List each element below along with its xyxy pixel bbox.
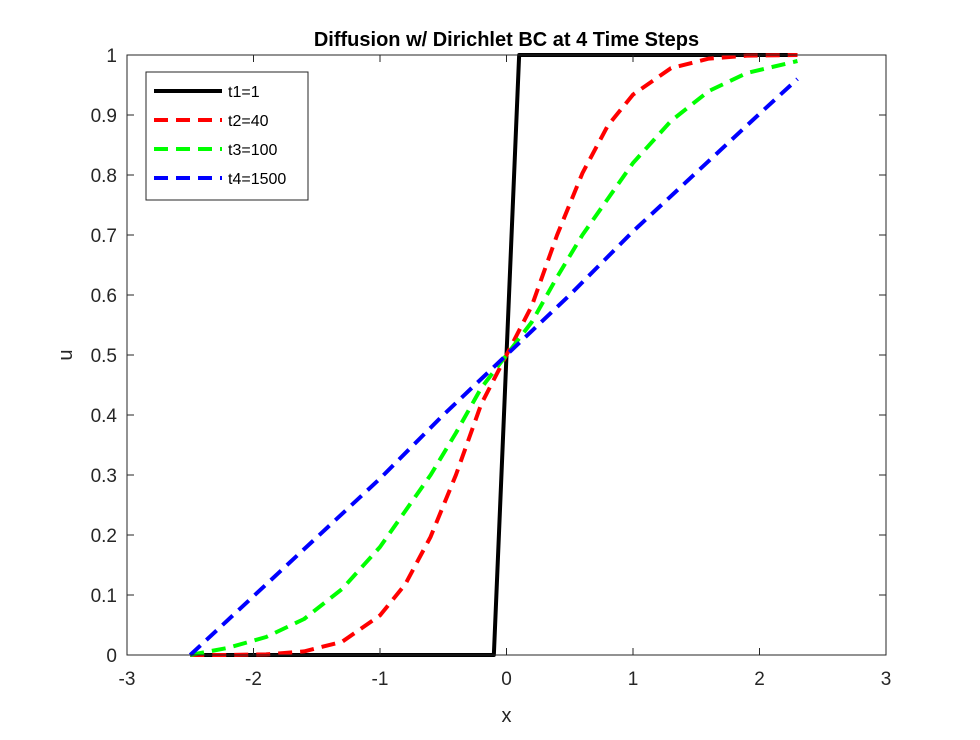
- y-tick-label: 0.6: [91, 286, 117, 307]
- series-line-t2-40: [190, 53, 798, 657]
- x-tick-label: 3: [881, 669, 892, 690]
- y-tick-label: 0.1: [91, 586, 117, 607]
- x-axis-label: x: [502, 705, 512, 727]
- y-tick-label: 0.5: [91, 346, 117, 367]
- series-line-t4-1500: [188, 77, 799, 657]
- y-tick-label: 0.2: [91, 526, 117, 547]
- legend-entry-label: t3=100: [228, 142, 277, 159]
- y-tick-label: 0.7: [91, 226, 117, 247]
- series-line-t3-100: [189, 59, 798, 657]
- y-tick-label: 1: [106, 46, 117, 67]
- y-axis-label: u: [55, 349, 77, 360]
- legend-entry-label: t2=40: [228, 113, 269, 130]
- y-tick-label: 0.8: [91, 166, 117, 187]
- legend: t1=1 t2=40 t3=100 t4=1500: [145, 71, 309, 201]
- x-tick-label: -2: [245, 669, 262, 690]
- y-tick-label: 0.4: [91, 406, 118, 427]
- y-tick-label: 0: [106, 646, 117, 667]
- x-tick-label: -1: [372, 669, 389, 690]
- legend-entry-label: t4=1500: [228, 171, 286, 188]
- y-tick-label: 0.9: [91, 106, 117, 127]
- legend-entry-label: t1=1: [228, 84, 260, 101]
- x-tick-label: 1: [628, 669, 639, 690]
- legend-box: [145, 71, 309, 201]
- x-tick-label: -3: [119, 669, 136, 690]
- chart-title: Diffusion w/ Dirichlet BC at 4 Time Step…: [314, 29, 699, 51]
- y-tick-label: 0.3: [91, 466, 117, 487]
- x-tick-label: 2: [754, 669, 765, 690]
- x-tick-label: 0: [501, 669, 512, 690]
